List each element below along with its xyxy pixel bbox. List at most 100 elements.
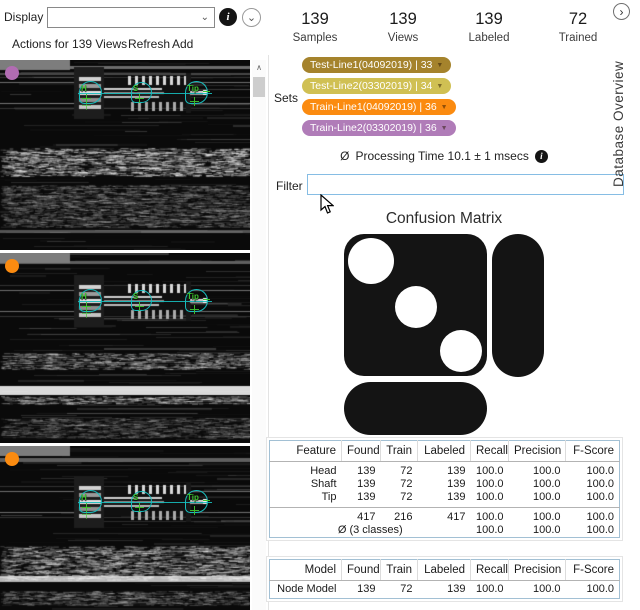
- annotation-label-tip: Tip: [187, 493, 199, 502]
- dash-marker-icon: [203, 299, 210, 300]
- cross-marker-icon: [82, 503, 91, 512]
- annotation-label-tip: Tip: [187, 84, 199, 93]
- cross-marker-icon: [135, 503, 144, 512]
- stat-value: 139: [475, 10, 503, 28]
- refresh-button[interactable]: Refresh: [128, 37, 171, 51]
- info-icon[interactable]: i: [219, 8, 237, 26]
- col-header: Precision: [508, 440, 566, 462]
- chevron-down-icon: ⌄: [200, 12, 209, 23]
- annotation-label-head: H: [81, 493, 87, 502]
- confusion-matrix-diagonal-dot: [395, 286, 437, 328]
- set-tag-test-line2[interactable]: Test-Line2(03302019) | 34 ▼: [302, 78, 452, 94]
- xray-image-canvas: [0, 60, 250, 250]
- processing-time-row: Ø Processing Time 10.1 ± 1 msecs i: [270, 149, 618, 163]
- table-cell: 72: [400, 491, 413, 503]
- display-combobox[interactable]: ⌄: [47, 7, 215, 28]
- set-tag-test-line1[interactable]: Test-Line1(04092019) | 33 ▼: [302, 57, 452, 73]
- dash-marker-icon: [203, 500, 210, 501]
- table-cell: 100.0: [565, 507, 620, 524]
- table-header-row: Model Found Train Labeled Recall Precisi…: [269, 559, 620, 581]
- table-cell: 139: [447, 465, 466, 477]
- table-row: Tip 139 72 139 100.0 100.0 100.0: [270, 491, 620, 508]
- cross-marker-icon: [190, 97, 199, 106]
- stat-label: Labeled: [468, 32, 510, 44]
- stat-value: 72: [568, 10, 588, 28]
- cross-marker-icon: [82, 302, 91, 311]
- table-cell: 100.0: [475, 465, 504, 477]
- set-tag-text: Test-Line1(04092019) | 33: [310, 59, 433, 71]
- cross-marker-icon: [82, 101, 91, 110]
- stat-labeled: 139 Labeled: [454, 10, 524, 44]
- annotation-circle-shaft: [131, 491, 152, 512]
- collapse-chevron-icon[interactable]: ⌄: [242, 8, 261, 27]
- cross-marker-icon: [82, 94, 91, 103]
- confusion-matrix-right-bar: [492, 234, 544, 377]
- annotation-circle-tip: [185, 289, 208, 312]
- table-cell: 100.0: [532, 478, 561, 490]
- tag-dropdown-icon: ▼: [440, 104, 448, 111]
- scroll-up-icon[interactable]: ∧: [256, 63, 262, 72]
- annotation-circle-shaft: [131, 290, 152, 311]
- table-cell: 100.0: [475, 478, 504, 490]
- feature-table-frame: Feature Found Train Labeled Recall Preci…: [266, 437, 623, 541]
- set-tag-train-line2[interactable]: Train-Line2(03302019) | 36 ▼: [302, 120, 456, 136]
- col-header: Recall: [470, 440, 509, 462]
- set-marker-dot: [5, 452, 19, 466]
- table-cell: 100.0: [475, 491, 504, 503]
- annotation-label-shaft: S: [133, 84, 139, 93]
- table-cell: 139: [357, 491, 376, 503]
- table-cell: 100.0: [470, 507, 509, 524]
- stat-views: 139 Views: [368, 10, 438, 44]
- display-label: Display: [4, 10, 44, 24]
- set-tag-text: Train-Line1(04092019) | 36: [310, 101, 437, 113]
- table-cell: 100.0: [532, 491, 561, 503]
- col-header: Feature: [269, 440, 342, 462]
- table-cell: 216: [380, 507, 418, 524]
- stat-samples: 139 Samples: [280, 10, 350, 44]
- tab-expand-chevron-icon[interactable]: ›: [613, 3, 630, 20]
- image-list-scrollbar[interactable]: ∧: [252, 60, 266, 610]
- col-header: Labeled: [417, 440, 471, 462]
- cross-marker-icon: [190, 506, 199, 515]
- tag-dropdown-icon: ▼: [440, 125, 448, 132]
- filter-input[interactable]: [307, 174, 624, 195]
- table-cell: 72: [400, 478, 413, 490]
- table-cell: 100.0: [532, 524, 561, 536]
- col-header: Found: [341, 440, 381, 462]
- stat-value: 139: [389, 10, 417, 28]
- annotation-circle-shaft: [131, 82, 152, 103]
- sample-image-2[interactable]: H S Tip: [0, 253, 250, 443]
- stat-label: Trained: [558, 32, 598, 44]
- col-header: Recall: [470, 559, 509, 581]
- col-header: F-Score: [565, 559, 620, 581]
- scrollbar-thumb[interactable]: [253, 77, 265, 97]
- col-header: Model: [269, 559, 342, 581]
- table-cell: 139: [357, 465, 376, 477]
- actions-menu-button[interactable]: Actions for 139 Views: [12, 37, 128, 51]
- feature-table: Feature Found Train Labeled Recall Preci…: [269, 440, 620, 538]
- table-cell: 100.0: [586, 465, 614, 477]
- table-cell: 417: [341, 507, 381, 524]
- tab-database-overview[interactable]: Database Overview: [611, 60, 626, 188]
- table-cell: 100.0: [532, 465, 561, 477]
- set-tag-train-line1[interactable]: Train-Line1(04092019) | 36 ▼: [302, 99, 456, 115]
- col-header: Found: [341, 559, 381, 581]
- table-sum-row: 417 216 417 100.0 100.0 100.0: [269, 507, 620, 524]
- sample-image-1[interactable]: H S Tip: [0, 60, 250, 250]
- dash-marker-icon: [203, 91, 210, 92]
- xray-image-canvas: [0, 446, 250, 610]
- cross-marker-icon: [135, 302, 144, 311]
- panel-divider: [268, 55, 269, 610]
- sample-image-3[interactable]: H S Tip: [0, 446, 250, 610]
- table-header-row: Feature Found Train Labeled Recall Preci…: [269, 440, 620, 462]
- annotation-circle-tip: [185, 81, 208, 104]
- table-cell: 100.0: [586, 478, 614, 490]
- annotation-circle-head: [79, 81, 102, 104]
- table-cell: Head: [310, 465, 337, 477]
- info-icon[interactable]: i: [534, 149, 548, 163]
- filter-label: Filter: [276, 179, 303, 193]
- annotation-circle-head: [79, 289, 102, 312]
- table-cell: 100.0: [475, 583, 504, 595]
- add-button[interactable]: Add: [172, 37, 194, 51]
